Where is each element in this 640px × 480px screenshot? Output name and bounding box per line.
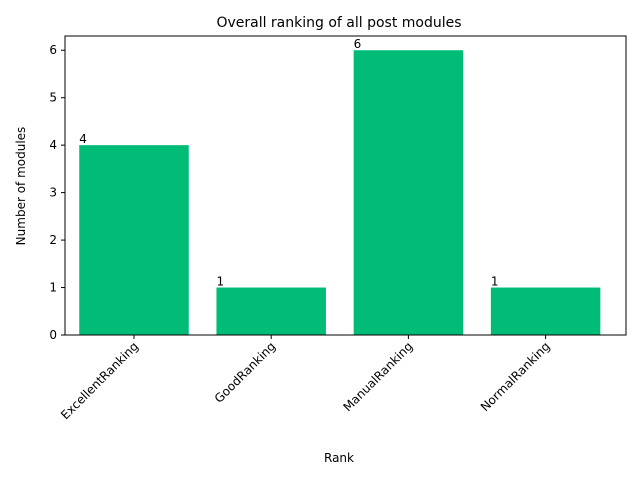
data-label: 6: [354, 37, 362, 51]
plot-area: 4 1 6 1 0 1 2 3 4 5 6 ExcellentRanking GoodRanking Ma…: [49, 37, 601, 422]
chart-title: Overall ranking of all post modules: [216, 15, 461, 31]
x-tick-label: ExcellentRanking: [58, 339, 141, 422]
y-tick-label: 4: [49, 138, 57, 152]
data-label: 4: [79, 132, 87, 146]
plot-frame: [64, 35, 627, 336]
data-label: 1: [491, 275, 499, 289]
y-tick-label: 1: [49, 281, 57, 295]
bar-ManualRanking: [353, 50, 464, 335]
x-tick-label: ManualRanking: [340, 339, 415, 414]
bar-NormalRanking: [490, 287, 601, 335]
y-tick-label: 0: [49, 328, 57, 342]
y-tick-label: 6: [49, 43, 57, 57]
data-label: 1: [216, 275, 224, 289]
y-tick-label: 5: [49, 91, 57, 105]
y-axis-label: Number of modules: [14, 127, 28, 246]
x-tick-label: NormalRanking: [478, 339, 553, 414]
y-tick-label: 3: [49, 186, 57, 200]
bar-GoodRanking: [216, 287, 326, 335]
x-axis-label: Rank: [324, 451, 354, 465]
bar-ExcellentRanking: [79, 145, 189, 335]
x-tick-label: GoodRanking: [212, 339, 279, 406]
y-tick-label: 2: [49, 233, 57, 247]
